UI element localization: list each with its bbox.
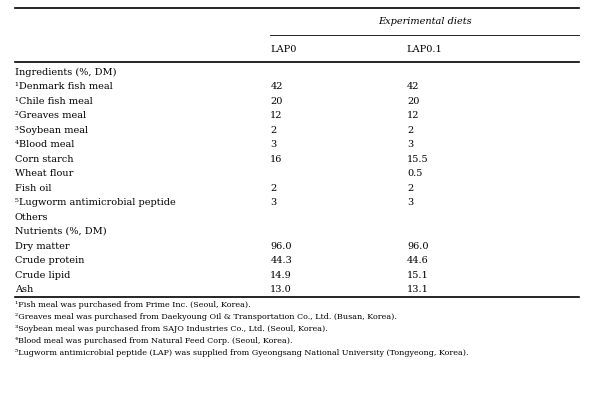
- Text: 13.1: 13.1: [407, 285, 429, 294]
- Text: 96.0: 96.0: [270, 242, 292, 251]
- Text: 2: 2: [270, 126, 277, 134]
- Text: Others: Others: [15, 212, 48, 221]
- Text: 42: 42: [270, 82, 283, 91]
- Text: LAP0: LAP0: [270, 45, 296, 54]
- Text: 2: 2: [407, 126, 413, 134]
- Text: 3: 3: [270, 198, 277, 207]
- Text: 15.5: 15.5: [407, 154, 428, 164]
- Text: ¹Denmark fish meal: ¹Denmark fish meal: [15, 82, 113, 91]
- Text: Wheat flour: Wheat flour: [15, 169, 73, 178]
- Text: ³Soybean meal: ³Soybean meal: [15, 126, 88, 134]
- Text: ³Soybean meal was purchased from SAJO Industries Co., Ltd. (Seoul, Korea).: ³Soybean meal was purchased from SAJO In…: [15, 325, 328, 333]
- Text: ⁴Blood meal was purchased from Natural Feed Corp. (Seoul, Korea).: ⁴Blood meal was purchased from Natural F…: [15, 337, 292, 345]
- Text: 44.3: 44.3: [270, 256, 292, 265]
- Text: ¹Fish meal was purchased from Prime Inc. (Seoul, Korea).: ¹Fish meal was purchased from Prime Inc.…: [15, 301, 251, 309]
- Text: 15.1: 15.1: [407, 271, 429, 279]
- Text: Ash: Ash: [15, 285, 33, 294]
- Text: ²Greaves meal: ²Greaves meal: [15, 111, 86, 120]
- Text: 2: 2: [270, 184, 277, 193]
- Text: 2: 2: [407, 184, 413, 193]
- Text: ²Greaves meal was purchased from Daekyoung Oil & Transportation Co., Ltd. (Busan: ²Greaves meal was purchased from Daekyou…: [15, 313, 397, 322]
- Text: 13.0: 13.0: [270, 285, 292, 294]
- Text: Crude protein: Crude protein: [15, 256, 84, 265]
- Text: 20: 20: [270, 97, 283, 106]
- Text: 12: 12: [270, 111, 283, 120]
- Text: 16: 16: [270, 154, 283, 164]
- Text: LAP0.1: LAP0.1: [407, 45, 443, 54]
- Text: Experimental diets: Experimental diets: [378, 17, 472, 26]
- Text: Dry matter: Dry matter: [15, 242, 69, 251]
- Text: 20: 20: [407, 97, 419, 106]
- Text: ¹Chile fish meal: ¹Chile fish meal: [15, 97, 93, 106]
- Text: 42: 42: [407, 82, 419, 91]
- Text: Crude lipid: Crude lipid: [15, 271, 70, 279]
- Text: 3: 3: [407, 140, 413, 149]
- Text: 14.9: 14.9: [270, 271, 292, 279]
- Text: 12: 12: [407, 111, 419, 120]
- Text: 44.6: 44.6: [407, 256, 429, 265]
- Text: ⁵Lugworm antimicrobial peptide (LAP) was supplied from Gyeongsang National Unive: ⁵Lugworm antimicrobial peptide (LAP) was…: [15, 349, 468, 357]
- Text: 3: 3: [270, 140, 277, 149]
- Text: 96.0: 96.0: [407, 242, 428, 251]
- Text: Fish oil: Fish oil: [15, 184, 51, 193]
- Text: 3: 3: [407, 198, 413, 207]
- Text: Ingredients (%, DM): Ingredients (%, DM): [15, 67, 116, 76]
- Text: ⁵Lugworm antimicrobial peptide: ⁵Lugworm antimicrobial peptide: [15, 198, 176, 207]
- Text: ⁴Blood meal: ⁴Blood meal: [15, 140, 74, 149]
- Text: Nutrients (%, DM): Nutrients (%, DM): [15, 227, 106, 236]
- Text: Corn starch: Corn starch: [15, 154, 73, 164]
- Text: 0.5: 0.5: [407, 169, 422, 178]
